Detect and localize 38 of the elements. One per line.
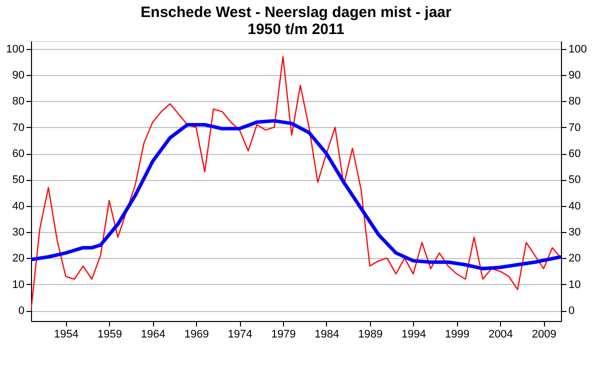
line-series: [31, 119, 561, 270]
y2-tick-label: 30: [568, 226, 581, 239]
y2-tick-label: 50: [568, 174, 581, 186]
x-tick-label: 1959: [97, 328, 122, 340]
y2-tick-label: 20: [568, 252, 581, 265]
y-tick-label: 50: [12, 174, 24, 186]
x-tick-label: 1999: [444, 328, 470, 340]
x-tick-label: 1969: [184, 328, 209, 340]
y-tick-label: 100: [6, 43, 24, 56]
x-tick-label: 2004: [488, 328, 513, 340]
x-tick-label: 1954: [54, 328, 78, 340]
y2-tick-label: 100: [568, 43, 587, 56]
text: Enschede West - Neerslag dagen mist - jaar: [140, 4, 452, 21]
x-tick-label: 1974: [228, 328, 252, 340]
x-tick-label: 1964: [140, 328, 166, 340]
y-tick-label: 0: [18, 305, 24, 318]
x-tick-label: 2009: [532, 328, 556, 340]
x-tick-label: 1989: [358, 328, 383, 340]
y2-tick-label: 0: [568, 305, 575, 318]
y-tick-label: 20: [12, 252, 24, 265]
y2-tick-label: 80: [568, 96, 581, 108]
y-tick-label: 40: [12, 200, 24, 212]
y2-tick-label: 40: [568, 200, 581, 212]
y2-tick-label: 70: [568, 122, 581, 134]
y-tick-label: 70: [12, 122, 24, 134]
y-tick-label: 80: [12, 96, 24, 108]
y2-tick-label: 60: [568, 148, 581, 160]
x-tick-label: 1994: [402, 328, 426, 340]
y-tick-label: 90: [12, 70, 24, 82]
x-tick-label: 1984: [314, 328, 340, 340]
y-tick-label: 10: [12, 278, 24, 291]
y-tick-label: 30: [12, 226, 24, 239]
y2-tick-label: 90: [568, 70, 581, 82]
x-tick-label: 1979: [271, 328, 296, 340]
line-series: [31, 56, 561, 312]
y2-tick-label: 10: [568, 278, 581, 291]
text: 1950 t/m 2011: [248, 21, 344, 38]
y-tick-label: 60: [12, 148, 24, 160]
